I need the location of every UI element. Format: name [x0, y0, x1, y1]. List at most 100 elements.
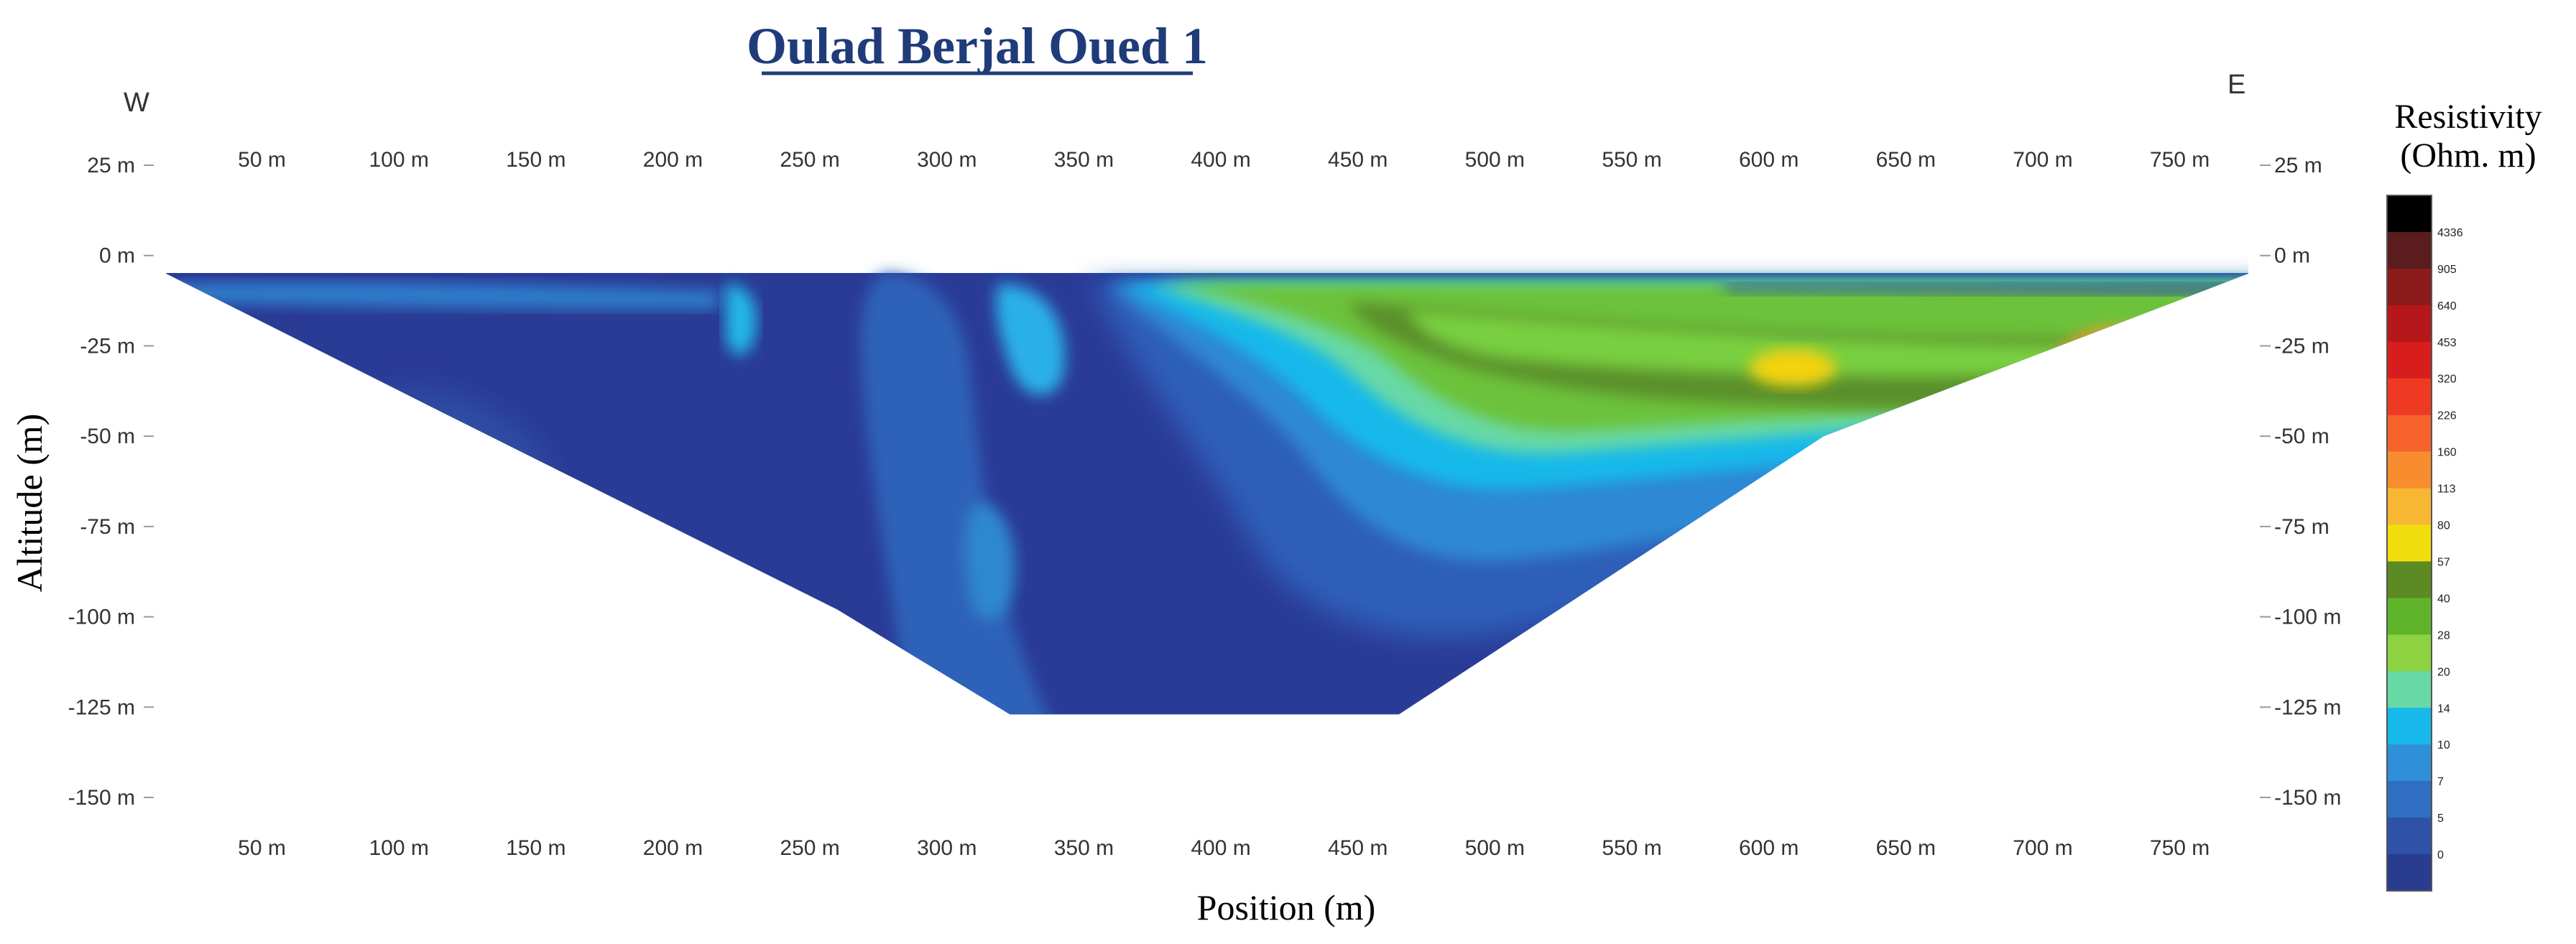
contour-streak-300m [996, 284, 1065, 395]
colorbar-label: 14 [2437, 703, 2450, 715]
colorbar-swatch [2387, 341, 2432, 379]
y-ticks-left: 25 m 0 m -25 m -50 m -75 m -100 m -125 m -150 m [68, 154, 154, 810]
x-tick-top-label: 650 m [1876, 148, 1936, 172]
x-tick-top-label: 200 m [643, 148, 703, 172]
colorbar-swatch [2387, 708, 2432, 745]
y-tick-left-label: -75 m [80, 515, 135, 539]
x-tick-bottom-label: 700 m [2013, 836, 2072, 860]
y-tick-left-label: -125 m [68, 695, 135, 719]
x-tick-bottom-label: 300 m [917, 836, 977, 860]
y-tick-left-label: -50 m [80, 425, 135, 448]
colorbar-swatch [2387, 305, 2432, 343]
colorbar-label: 10 [2437, 739, 2450, 751]
colorbar-label: 80 [2437, 520, 2450, 532]
x-tick-bottom-label: 100 m [369, 836, 428, 860]
y-tick-left-label: -150 m [68, 786, 135, 810]
colorbar-swatch [2387, 488, 2432, 526]
colorbar-swatch [2387, 415, 2432, 453]
colorbar-label: 160 [2437, 447, 2457, 459]
colorbar-label: 40 [2437, 593, 2450, 605]
colorbar-swatch [2387, 598, 2432, 635]
chart-title: Oulad Berjal Oued 1 [747, 17, 1208, 75]
colorbar-labels: 4336 905 640 453 320 226 160 113 80 57 40 28 20 14 10 7… [2437, 227, 2463, 861]
x-tick-top-label: 700 m [2013, 148, 2072, 172]
x-ticks-top: 50 m 100 m 150 m 200 m 250 m 300 m 350 m 400 m 4… [238, 148, 2210, 172]
y-ticks-right: 25 m 0 m -25 m -50 m -75 m -100 m -125 m -150 m [2260, 154, 2341, 810]
contour-east-green-light [1408, 309, 2084, 376]
x-tick-top-label: 50 m [238, 148, 286, 172]
x-tick-bottom-label: 200 m [643, 836, 703, 860]
x-tick-bottom-label: 450 m [1328, 836, 1388, 860]
colorbar-label: 5 [2437, 813, 2444, 825]
colorbar-label: 20 [2437, 666, 2450, 678]
x-tick-bottom-label: 600 m [1739, 836, 1799, 860]
x-tick-bottom-label: 350 m [1054, 836, 1114, 860]
x-tick-top-label: 250 m [780, 148, 839, 172]
colorbar-label: 4336 [2437, 227, 2463, 239]
x-tick-top-label: 600 m [1739, 148, 1799, 172]
contour-vertical-core-300m [965, 503, 1015, 620]
colorbar-swatch [2387, 378, 2432, 416]
y-tick-left-label: 0 m [99, 244, 135, 268]
y-tick-right-label: 25 m [2274, 154, 2322, 177]
y-tick-right-label: -125 m [2274, 695, 2341, 719]
colorbar-title-line2: (Ohm. m) [2400, 136, 2536, 175]
x-tick-bottom-label: 150 m [506, 836, 565, 860]
x-tick-bottom-label: 550 m [1602, 836, 1661, 860]
colorbar-label: 28 [2437, 629, 2450, 642]
x-tick-top-label: 150 m [506, 148, 565, 172]
colorbar-swatches [2386, 195, 2432, 892]
colorbar-swatch [2387, 524, 2432, 562]
colorbar-swatch [2387, 268, 2432, 306]
contour-surface-west [172, 282, 719, 309]
colorbar-swatch [2387, 451, 2432, 489]
colorbar-label: 0 [2437, 849, 2444, 861]
colorbar-swatch [2387, 634, 2432, 672]
contour-red-anomaly [2084, 343, 2158, 385]
x-tick-top-label: 450 m [1328, 148, 1388, 172]
x-tick-top-label: 300 m [917, 148, 977, 172]
y-tick-left-label: -100 m [68, 606, 135, 629]
resistivity-section [166, 273, 2248, 715]
colorbar-label: 57 [2437, 556, 2450, 568]
x-tick-top-label: 100 m [369, 148, 428, 172]
x-tick-top-label: 350 m [1054, 148, 1114, 172]
colorbar-swatch [2387, 818, 2432, 855]
direction-west: W [124, 88, 149, 118]
x-tick-bottom-label: 750 m [2150, 836, 2210, 860]
colorbar-swatch [2387, 231, 2432, 269]
colorbar-swatch [2387, 671, 2432, 708]
colorbar-label: 453 [2437, 337, 2457, 349]
x-tick-bottom-label: 650 m [1876, 836, 1936, 860]
contour-streak-220m [726, 284, 757, 356]
colorbar-title-line1: Resistivity [2394, 98, 2542, 136]
y-tick-right-label: -75 m [2274, 515, 2330, 539]
y-tick-right-label: -50 m [2274, 425, 2330, 448]
direction-east: E [2228, 70, 2245, 100]
x-tick-top-label: 400 m [1191, 148, 1250, 172]
y-tick-right-label: -100 m [2274, 606, 2341, 629]
y-tick-left-label: 25 m [87, 154, 135, 177]
colorbar-label: 640 [2437, 300, 2457, 313]
colorbar-label: 226 [2437, 410, 2457, 422]
colorbar-label: 7 [2437, 776, 2444, 788]
colorbar-swatch [2387, 854, 2432, 892]
x-ticks-bottom: 50 m 100 m 150 m 200 m 250 m 300 m 350 m 400 m 4… [238, 836, 2210, 860]
x-tick-bottom-label: 50 m [238, 836, 286, 860]
colorbar-swatch [2387, 195, 2432, 233]
contour-surface-east [1725, 284, 2248, 295]
colorbar-swatch [2387, 744, 2432, 782]
colorbar-swatch [2387, 781, 2432, 818]
x-tick-bottom-label: 400 m [1191, 836, 1250, 860]
x-axis-label: Position (m) [1197, 887, 1376, 927]
x-tick-top-label: 750 m [2150, 148, 2210, 172]
colorbar-frame [2386, 195, 2432, 892]
x-tick-top-label: 550 m [1602, 148, 1661, 172]
contour-yellow-lens [1750, 349, 1836, 387]
y-tick-left-label: -25 m [80, 334, 135, 358]
y-tick-right-label: 0 m [2274, 244, 2310, 268]
colorbar-swatch [2387, 561, 2432, 598]
x-tick-bottom-label: 500 m [1465, 836, 1525, 860]
colorbar-label: 905 [2437, 264, 2457, 276]
